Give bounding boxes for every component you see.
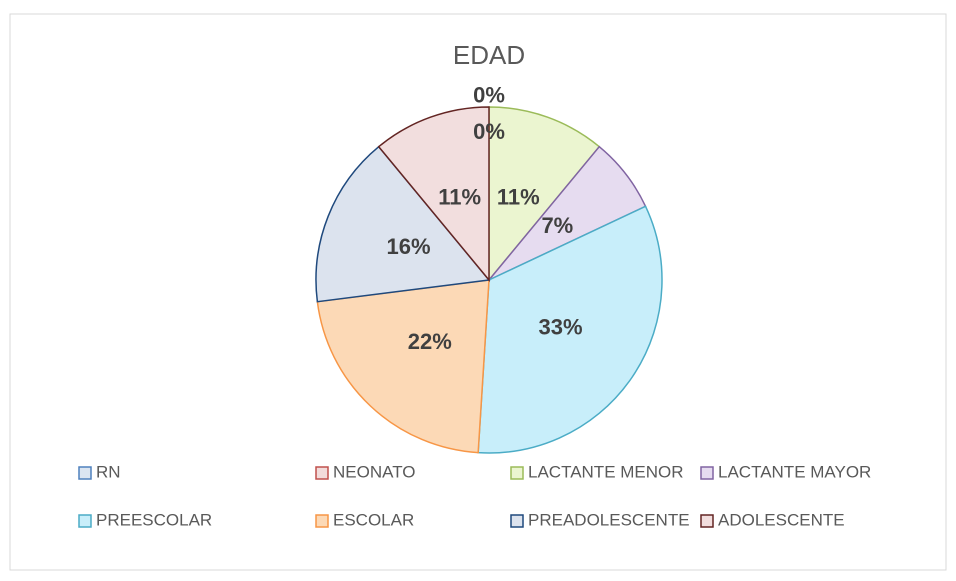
data-label: 0% bbox=[473, 119, 505, 144]
data-label: 0% bbox=[473, 82, 505, 107]
legend-swatch bbox=[315, 514, 329, 528]
pie-slice bbox=[315, 145, 491, 303]
legend-swatch bbox=[510, 514, 524, 528]
data-label: 11% bbox=[438, 184, 481, 209]
legend-swatch bbox=[700, 466, 714, 480]
legend-swatch bbox=[510, 466, 524, 480]
data-label: 16% bbox=[387, 234, 431, 259]
data-label: 22% bbox=[408, 329, 452, 354]
pie-slice bbox=[477, 205, 663, 454]
legend-label: NEONATO bbox=[333, 462, 416, 481]
data-label: 33% bbox=[539, 314, 583, 339]
legend-swatch bbox=[700, 514, 714, 528]
data-label: 11% bbox=[497, 184, 540, 209]
pie-slice bbox=[377, 106, 490, 283]
data-label: 7% bbox=[541, 213, 573, 238]
legend-swatch bbox=[78, 466, 92, 480]
chart-title: EDAD bbox=[453, 40, 525, 70]
legend-label: RN bbox=[96, 462, 121, 481]
legend-swatch bbox=[315, 466, 329, 480]
legend-label: LACTANTE MAYOR bbox=[718, 462, 871, 481]
legend-label: ESCOLAR bbox=[333, 510, 414, 529]
legend-label: ADOLESCENTE bbox=[718, 510, 845, 529]
pie-slice bbox=[316, 279, 490, 454]
legend-label: LACTANTE MENOR bbox=[528, 462, 684, 481]
legend-label: PREESCOLAR bbox=[96, 510, 212, 529]
pie-slice bbox=[488, 106, 601, 283]
legend-swatch bbox=[78, 514, 92, 528]
legend-label: PREADOLESCENTE bbox=[528, 510, 690, 529]
